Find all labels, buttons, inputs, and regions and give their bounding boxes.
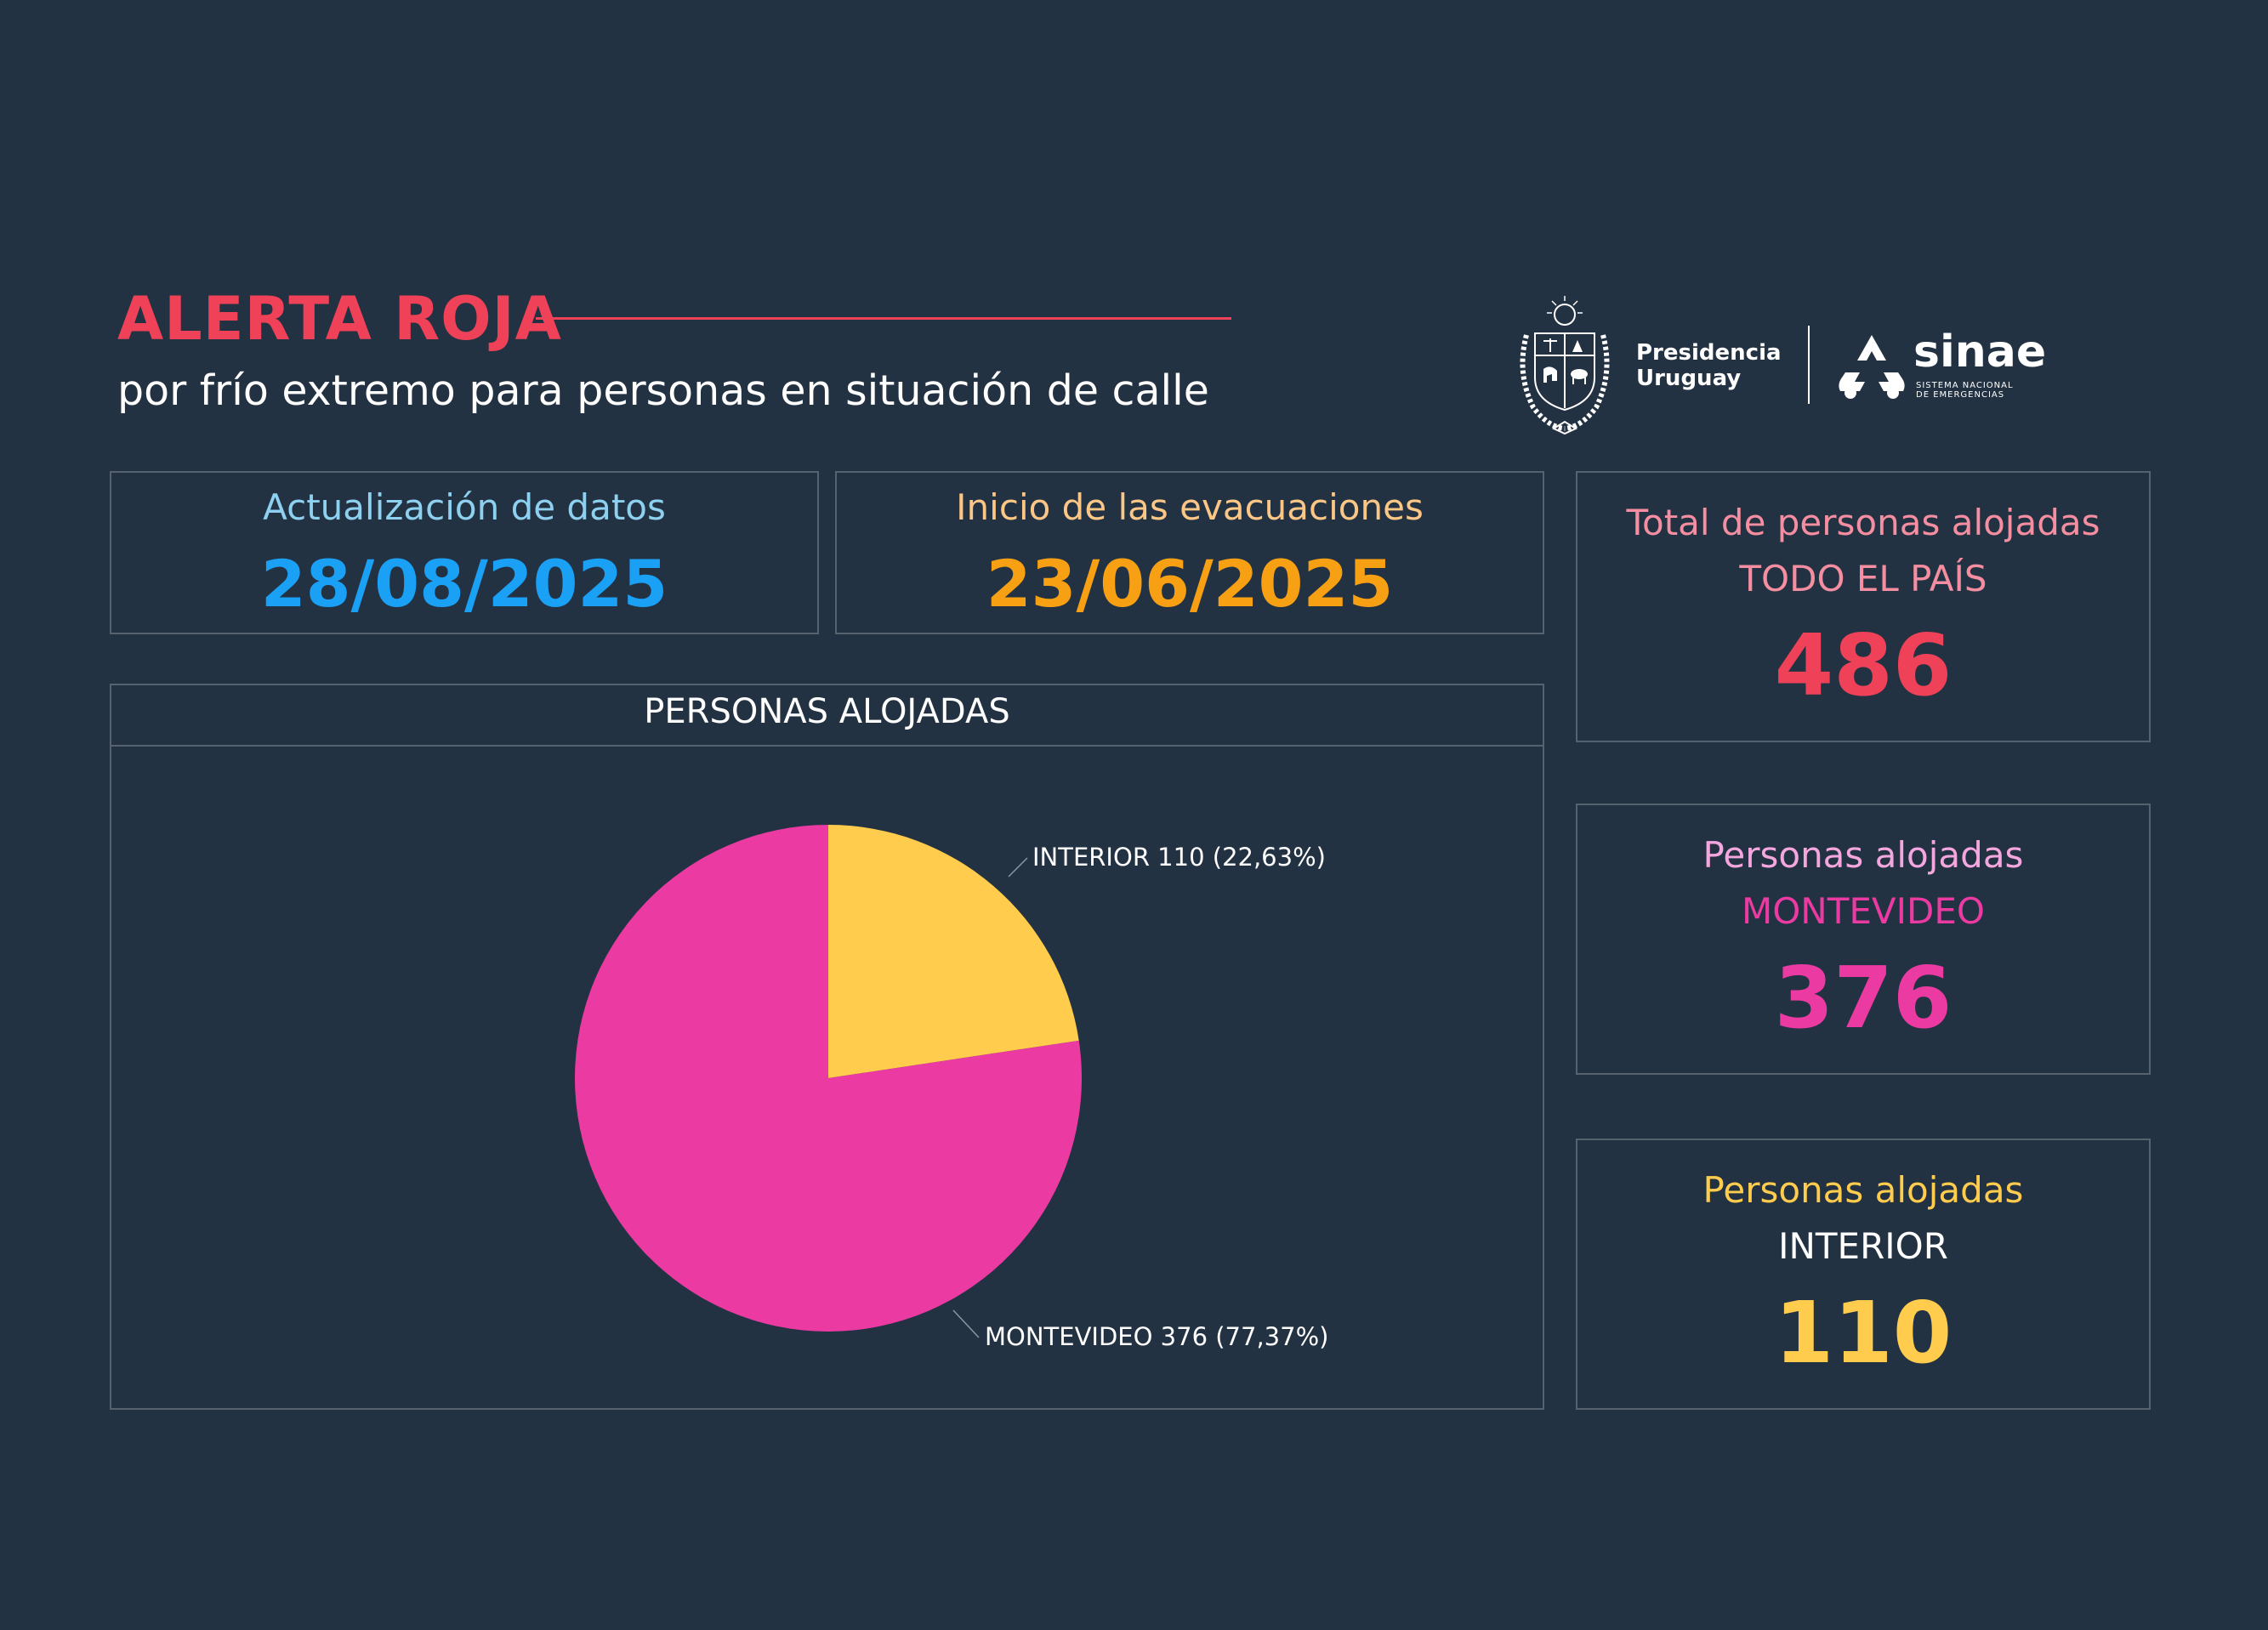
sinae-sub-line2: DE EMERGENCIAS [1916, 390, 2005, 400]
sinae-subtitle: SISTEMA NACIONAL DE EMERGENCIAS [1916, 381, 2014, 400]
sheltered-pie-chart-card: PERSONAS ALOJADAS INTERIOR 110 (22,63%) M… [110, 684, 1544, 1410]
montevideo-sheltered-value: 376 [1774, 948, 1953, 1048]
sinae-wordmark: sinae [1913, 327, 2047, 378]
pie-chart: INTERIOR 110 (22,63%) MONTEVIDEO 376 (77,… [575, 825, 1328, 1351]
update-date-card: Actualización de datos 28/08/2025 [110, 471, 819, 634]
montevideo-sheltered-card: Personas alojadas MONTEVIDEO 376 [1576, 804, 2151, 1075]
chart-header: PERSONAS ALOJADAS [111, 685, 1543, 747]
presidencia-line: Presidencia [1636, 340, 1782, 366]
presidencia-uruguay-logo-text: Presidencia Uruguay [1636, 340, 1782, 391]
pie-label-montevideo: MONTEVIDEO 376 (77,37%) [985, 1322, 1328, 1351]
pie-label-interior: INTERIOR 110 (22,63%) [1032, 843, 1326, 872]
total-sheltered-label: Total de personas alojadas [1626, 502, 2100, 543]
evacuation-start-value: 23/06/2025 [986, 546, 1394, 622]
logo-divider [1808, 326, 1810, 404]
title-underline [536, 317, 1231, 320]
sinae-sub-line1: SISTEMA NACIONAL [1916, 381, 2014, 390]
page-subtitle: por frío extremo para personas en situac… [117, 366, 1209, 415]
montevideo-sheltered-scope: MONTEVIDEO [1742, 890, 1985, 932]
interior-sheltered-scope: INTERIOR [1778, 1225, 1948, 1267]
pie-leader-line-interior [1008, 857, 1028, 877]
coat-of-arms-logo [1520, 296, 1610, 435]
interior-sheltered-value: 110 [1774, 1283, 1953, 1383]
total-sheltered-card: Total de personas alojadas TODO EL PAÍS … [1576, 471, 2151, 742]
total-sheltered-value: 486 [1774, 616, 1953, 715]
pie-slice-montevideo [575, 825, 1083, 1332]
pie-leader-line-montevideo [952, 1309, 980, 1338]
total-sheltered-scope: TODO EL PAÍS [1739, 558, 1987, 599]
interior-sheltered-card: Personas alojadas INTERIOR 110 [1576, 1139, 2151, 1410]
evacuation-start-label: Inicio de las evacuaciones [956, 486, 1424, 528]
pie-slice-interior [828, 825, 1079, 1078]
page-title: ALERTA ROJA [117, 284, 562, 354]
montevideo-sheltered-label: Personas alojadas [1702, 834, 2024, 876]
interior-sheltered-label: Personas alojadas [1702, 1169, 2024, 1211]
sinae-logo-icon [1839, 335, 1905, 399]
evacuation-start-card: Inicio de las evacuaciones 23/06/2025 [835, 471, 1544, 634]
update-date-value: 28/08/2025 [260, 546, 668, 622]
update-date-label: Actualización de datos [263, 486, 666, 528]
uruguay-line: Uruguay [1636, 366, 1742, 391]
chart-title: PERSONAS ALOJADAS [644, 692, 1010, 731]
